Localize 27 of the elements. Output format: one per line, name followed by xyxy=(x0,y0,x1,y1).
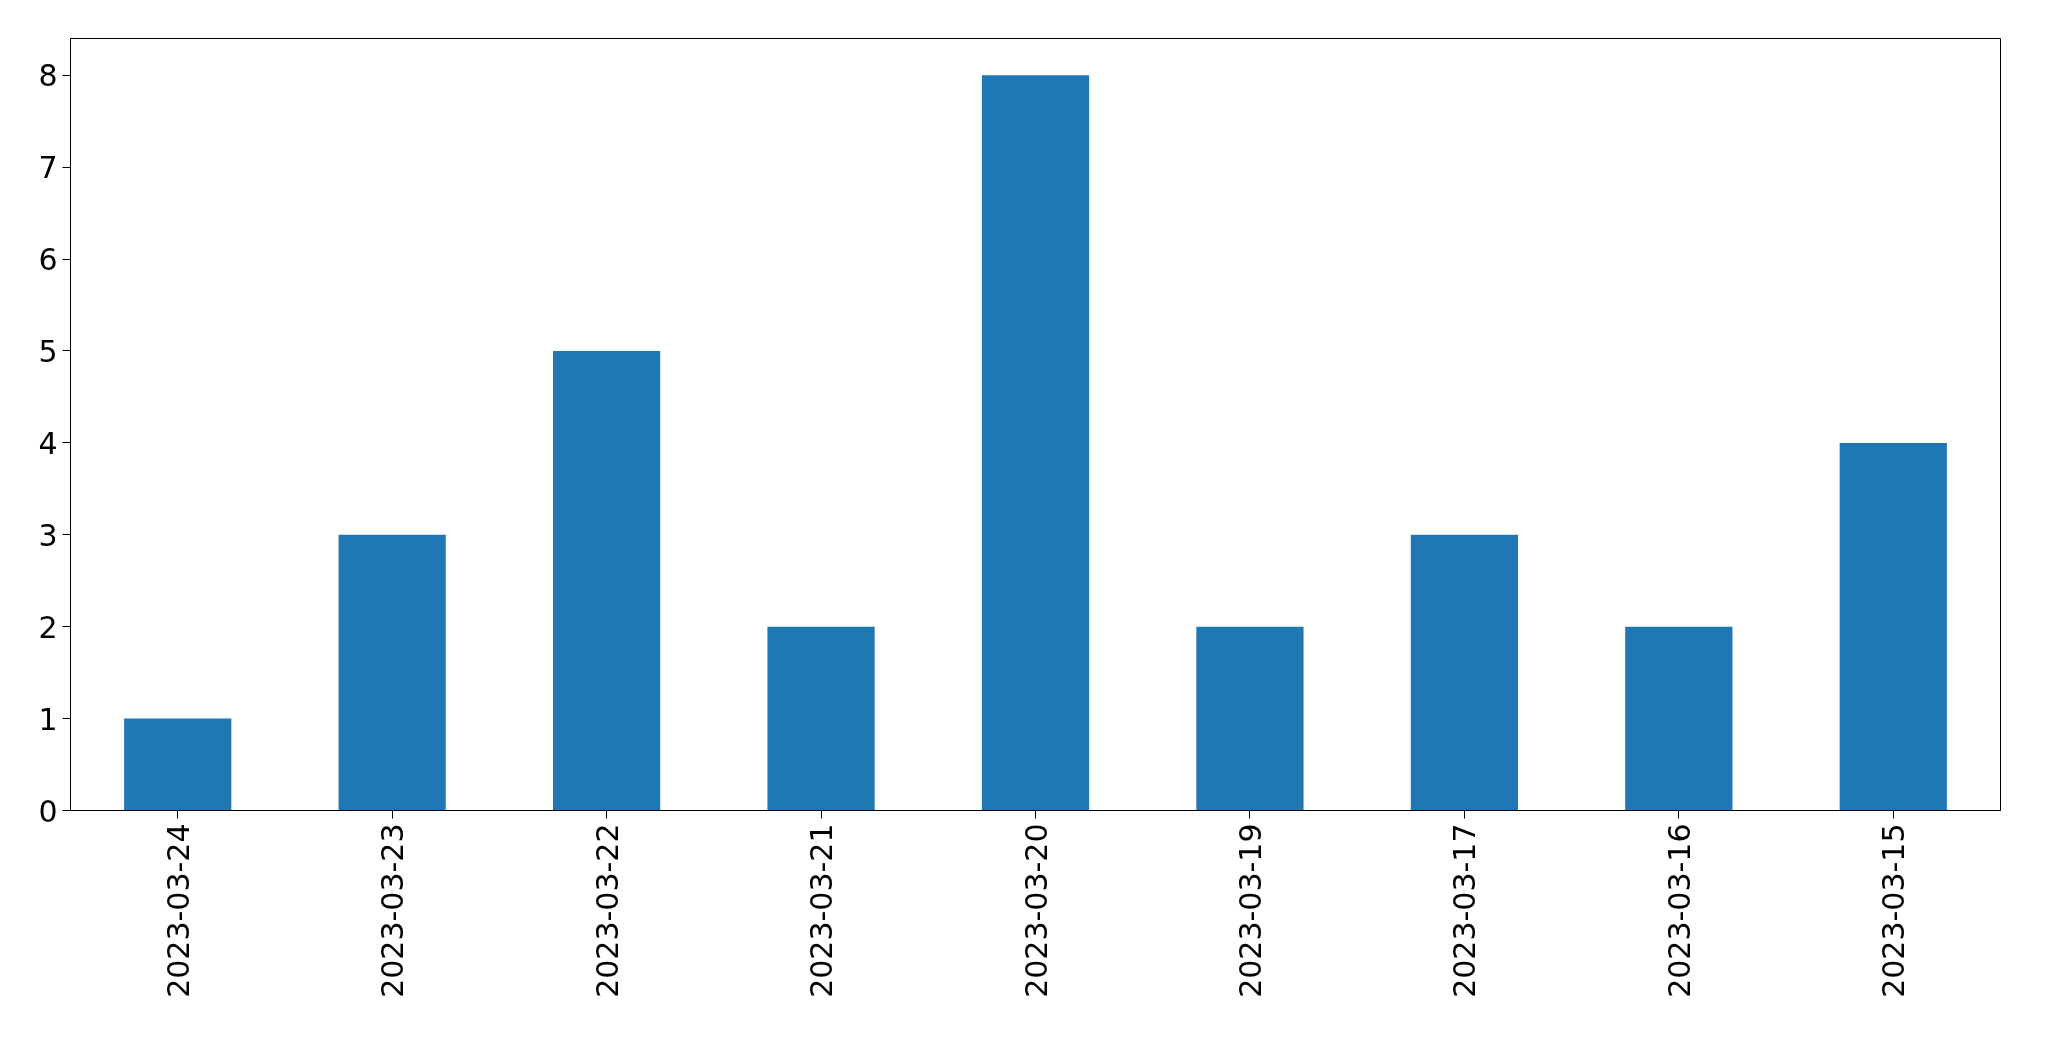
x-tick-label: 2023-03-19 xyxy=(1232,823,1268,998)
x-tick-label: 2023-03-17 xyxy=(1447,823,1483,998)
y-tick-label: 0 xyxy=(38,793,58,829)
x-tick-label: 2023-03-22 xyxy=(589,823,625,998)
y-tick-label: 1 xyxy=(38,701,58,737)
x-tick-label: 2023-03-20 xyxy=(1018,823,1054,998)
x-tick-label: 2023-03-24 xyxy=(160,823,196,998)
bar xyxy=(553,350,661,811)
x-tick-label: 2023-03-23 xyxy=(375,823,411,998)
y-tick-label: 6 xyxy=(38,242,58,278)
bar xyxy=(1625,626,1733,811)
bar xyxy=(1196,626,1304,811)
y-tick-label: 2 xyxy=(38,609,58,645)
y-tick-label: 7 xyxy=(38,150,58,186)
bar xyxy=(1410,534,1518,811)
y-tick-label: 3 xyxy=(38,517,58,553)
y-tick-label: 8 xyxy=(38,58,58,94)
bar xyxy=(338,534,446,811)
x-tick-label: 2023-03-21 xyxy=(804,823,840,998)
bar xyxy=(767,626,875,811)
x-tick-label: 2023-03-15 xyxy=(1876,823,1912,998)
y-tick-label: 4 xyxy=(38,425,58,461)
bar xyxy=(1839,442,1947,811)
y-tick-label: 5 xyxy=(38,333,58,369)
x-tick-label: 2023-03-16 xyxy=(1661,823,1697,998)
bar xyxy=(124,718,232,811)
bar xyxy=(981,75,1090,811)
